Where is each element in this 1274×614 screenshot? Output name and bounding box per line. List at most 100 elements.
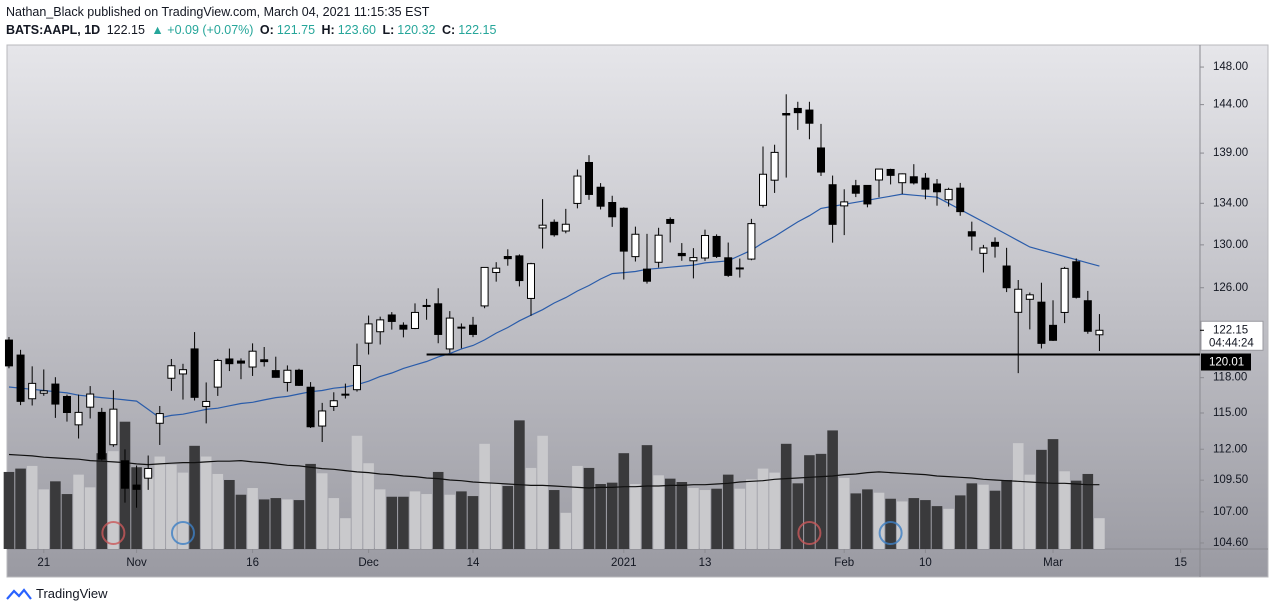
candle-body [341, 393, 350, 396]
volume-bar [757, 468, 769, 549]
volume-bar [84, 487, 96, 549]
volume-bar [351, 435, 363, 549]
low-label: L: [382, 23, 395, 37]
volume-bar [212, 473, 224, 549]
volume-bar [467, 496, 479, 549]
candle-body [457, 326, 466, 329]
high: 123.60 [337, 23, 376, 37]
volume-bar [1070, 480, 1082, 549]
volume-bar [444, 494, 456, 549]
volume-bar [641, 445, 653, 549]
candle-body [271, 370, 280, 378]
candle-body [1037, 301, 1046, 344]
candle-body [747, 223, 756, 260]
candle-body [306, 386, 315, 428]
candle-body [550, 221, 559, 236]
candle-body [643, 268, 652, 282]
volume-bar [572, 465, 583, 549]
candle-body [875, 168, 884, 181]
volume-bar [873, 492, 885, 549]
volume-bar [166, 464, 177, 549]
volume-bar [374, 489, 386, 549]
volume-bar [282, 499, 293, 549]
candle-body [701, 235, 710, 259]
volume-bar [688, 488, 699, 549]
volume-bar [1012, 443, 1024, 549]
footer: TradingView [6, 586, 108, 601]
volume-bar [316, 473, 328, 549]
brand-logo [6, 587, 32, 600]
candle-body [144, 467, 153, 479]
volume-bar [3, 471, 15, 549]
candle-body [782, 113, 791, 116]
x-tick-label: 10 [919, 557, 932, 569]
candle-body [863, 184, 872, 205]
candle-body [480, 266, 489, 307]
volume-bar [386, 496, 398, 549]
candle-body [503, 256, 512, 260]
volume-bar [583, 467, 595, 549]
volume-bar [896, 501, 908, 549]
volume-bar [780, 443, 792, 549]
last-price: 122.15 [106, 23, 145, 37]
candle-body [921, 177, 930, 190]
y-tick-label: 139.00 [1213, 147, 1248, 159]
candle-body [4, 339, 13, 367]
volume-bar [804, 455, 815, 549]
candle-body [213, 359, 222, 388]
volume-bar [792, 483, 804, 549]
volume-bar [920, 500, 931, 549]
volume-bar [26, 465, 38, 549]
chart: 148.00 144.00 139.00 134.00 130.00 126.00 118.… [3, 44, 1269, 578]
volume-bar [270, 498, 282, 549]
candle-body [793, 107, 802, 114]
candle-body [1095, 329, 1104, 336]
volume-bar [664, 478, 676, 549]
volume-bar [606, 482, 618, 549]
volume-bar [189, 445, 200, 549]
candle-body [318, 410, 327, 427]
candle-body [608, 201, 617, 218]
candle-body [422, 304, 431, 307]
candle-body [956, 187, 965, 213]
candle-body [840, 201, 849, 207]
volume-bar [653, 475, 664, 549]
x-tick-label: 14 [467, 557, 480, 569]
volume-bar [722, 474, 734, 549]
candle-body [805, 109, 814, 124]
volume-bar [943, 508, 954, 549]
event-marker [101, 521, 126, 545]
volume-bar [525, 467, 537, 549]
y-tick-label: 148.00 [1213, 61, 1248, 73]
candle-body [434, 303, 443, 335]
candle-body [770, 151, 779, 181]
change: ▲ +0.09 (+0.07%) [151, 23, 254, 37]
candle-body [515, 255, 524, 282]
candle-body [666, 218, 675, 224]
candle-body [619, 207, 628, 252]
high-label: H: [321, 23, 335, 37]
volume-bar [1094, 518, 1105, 549]
candle-body [387, 314, 396, 322]
low: 120.32 [397, 23, 436, 37]
volume-bar [630, 484, 641, 549]
volume-bar [224, 479, 235, 549]
candle-body [817, 147, 826, 173]
y-tick-label: 144.00 [1213, 99, 1248, 111]
volume-bar [421, 494, 432, 549]
candle-body [202, 400, 211, 407]
volume-bar [711, 488, 722, 549]
volume-bar [827, 430, 838, 549]
candle-body [109, 408, 118, 446]
candle-body [967, 231, 976, 237]
candle-body [828, 184, 837, 225]
moving-average-line [8, 193, 1100, 419]
symbol-line: BATS:AAPL, 1D 122.15 ▲ +0.09 (+0.07%) O:… [6, 23, 499, 37]
candle-body [225, 358, 234, 365]
last-price-box [1200, 320, 1264, 351]
volume-bar [177, 472, 189, 549]
x-tick-label: 16 [246, 557, 259, 569]
volume-bar [885, 498, 896, 549]
candle-body [294, 369, 303, 386]
